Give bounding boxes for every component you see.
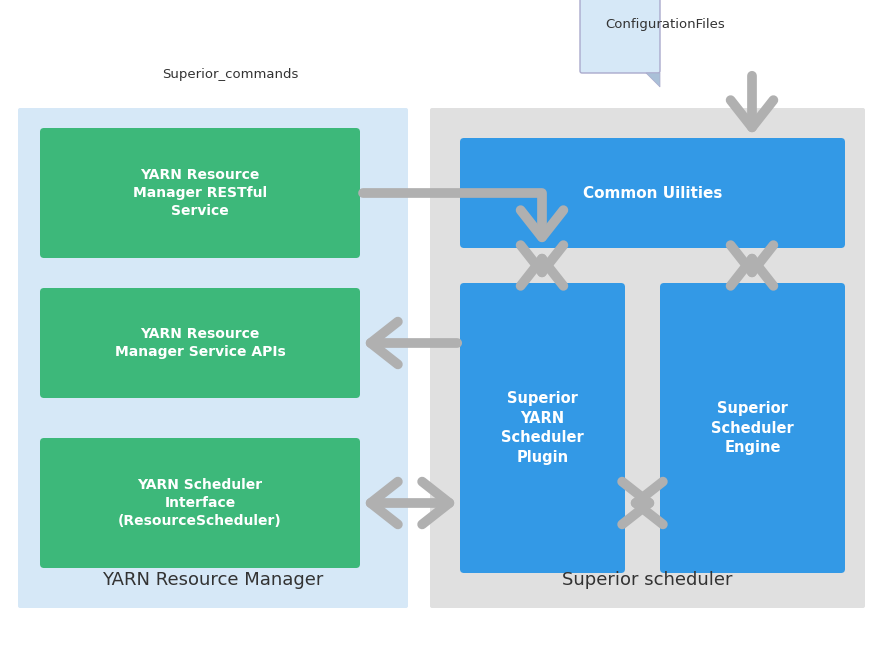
- Polygon shape: [646, 73, 660, 87]
- Text: Superior scheduler: Superior scheduler: [562, 571, 733, 589]
- Text: Superior
YARN
Scheduler
Plugin: Superior YARN Scheduler Plugin: [501, 391, 584, 465]
- Text: ConfigurationFiles: ConfigurationFiles: [605, 18, 725, 31]
- Text: Common Uilities: Common Uilities: [583, 186, 722, 200]
- Text: Superior
Scheduler
Engine: Superior Scheduler Engine: [711, 400, 794, 455]
- FancyBboxPatch shape: [40, 288, 360, 398]
- FancyBboxPatch shape: [460, 283, 625, 573]
- FancyBboxPatch shape: [660, 283, 845, 573]
- FancyBboxPatch shape: [40, 128, 360, 258]
- FancyBboxPatch shape: [430, 108, 865, 608]
- Text: YARN Scheduler
Interface
(ResourceScheduler): YARN Scheduler Interface (ResourceSchedu…: [118, 477, 282, 528]
- FancyBboxPatch shape: [40, 438, 360, 568]
- FancyBboxPatch shape: [460, 138, 845, 248]
- Text: YARN Resource
Manager RESTful
Service: YARN Resource Manager RESTful Service: [133, 168, 267, 218]
- Text: YARN Resource Manager: YARN Resource Manager: [102, 571, 324, 589]
- Text: YARN Resource
Manager Service APIs: YARN Resource Manager Service APIs: [115, 327, 285, 359]
- FancyBboxPatch shape: [18, 108, 408, 608]
- Text: Superior_commands: Superior_commands: [162, 68, 298, 81]
- FancyBboxPatch shape: [580, 0, 660, 73]
